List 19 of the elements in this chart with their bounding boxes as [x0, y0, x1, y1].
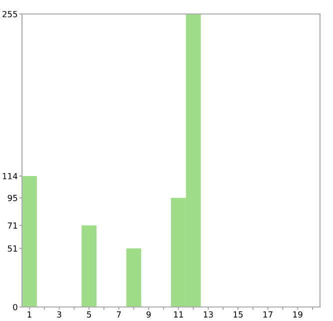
bar: [126, 248, 142, 307]
y-tick-label: 51: [8, 245, 18, 252]
y-tick-label: 0: [13, 304, 18, 310]
bar: [22, 176, 37, 307]
x-tick-label: 5: [87, 311, 91, 318]
x-tick-label: 3: [57, 311, 62, 318]
bar: [82, 225, 96, 307]
x-tick-label: 11: [174, 311, 183, 318]
y-tick-label: 71: [8, 222, 18, 229]
x-tick-label: 13: [204, 311, 213, 318]
x-tick-label: 17: [263, 311, 272, 318]
x-tick-label: 15: [234, 311, 243, 318]
x-tick-label: 19: [293, 311, 302, 318]
x-tick-label: 7: [116, 311, 121, 318]
y-tick-label: 95: [8, 194, 18, 202]
x-tick-label: 1: [28, 311, 32, 318]
x-tick-label: 9: [146, 311, 151, 318]
y-tick-label: 114: [2, 173, 18, 180]
y-tick-label: 255: [2, 10, 18, 18]
